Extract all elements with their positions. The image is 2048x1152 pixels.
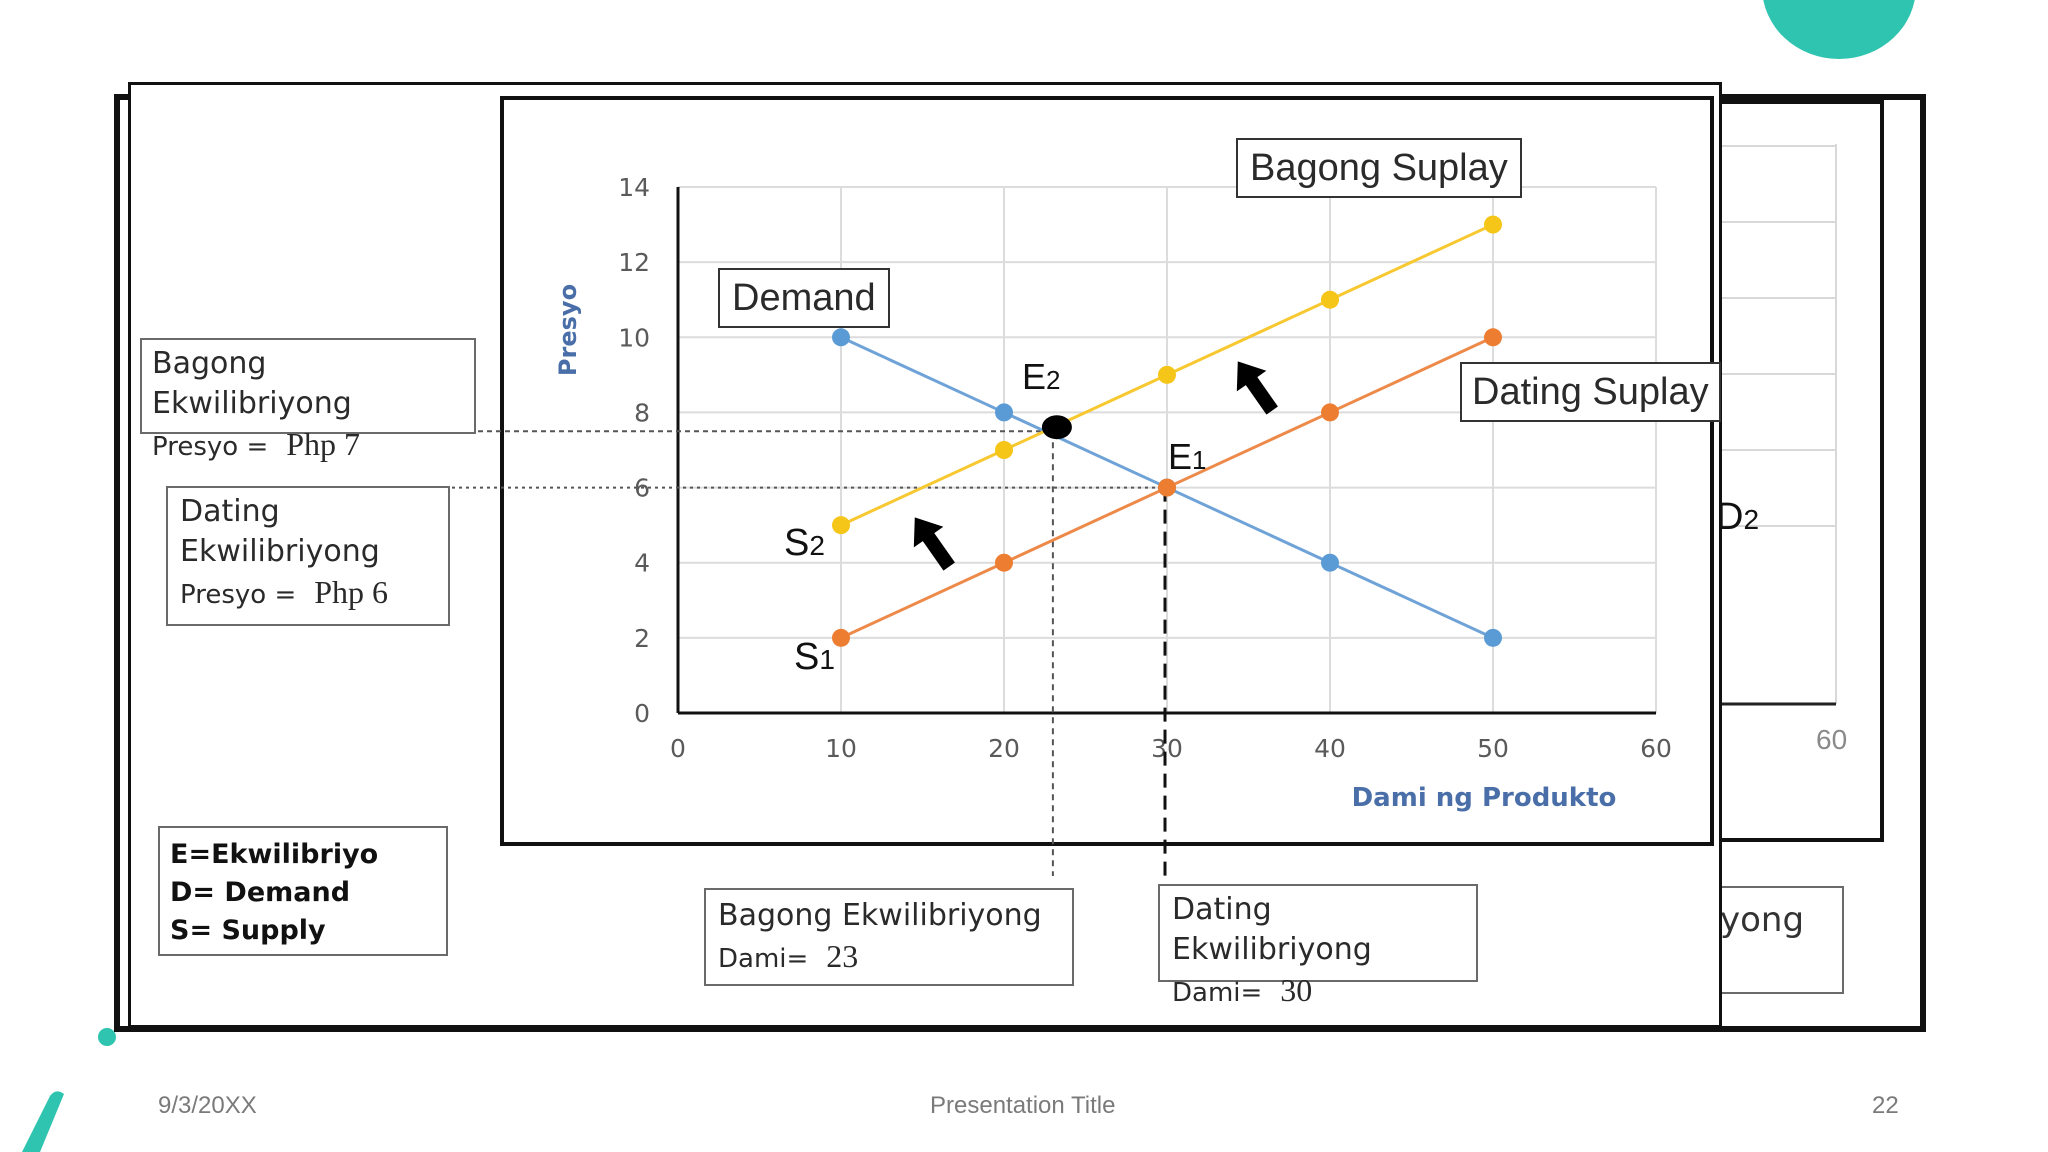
back-chart-tick: 60 (1816, 724, 1848, 755)
demand-label: Demand (718, 268, 890, 328)
dating-presyo-box: Dating Ekwilibriyong Presyo = Php 6 (166, 486, 450, 626)
chart-axes (676, 187, 1656, 715)
series-point-2 (995, 441, 1013, 459)
legend-key-box: E=Ekwilibriyo D= Demand S= Supply (158, 826, 448, 956)
series-point-1 (1484, 328, 1502, 347)
back-label-text: yong (1720, 900, 1805, 940)
x-tick-label: 40 (1314, 734, 1346, 763)
footer-page-number: 22 (1872, 1092, 1899, 1119)
dating-dami-box: Dating Ekwilibriyong Dami= 30 (1158, 884, 1478, 1008)
bagong-presyo-box: Bagong Ekwilibriyong Presyo = Php 7 (140, 338, 476, 462)
shift-arrows (913, 361, 1278, 571)
y-tick-label: 0 (634, 699, 650, 728)
x-tick-label: 0 (670, 734, 686, 763)
y-axis-label: Presyo (554, 284, 582, 376)
x-tick-label: 20 (988, 734, 1020, 763)
dating-suplay-label: Dating Suplay (1460, 362, 1721, 422)
shift-arrow-right (1236, 361, 1278, 415)
series-point-2 (1158, 365, 1176, 384)
e1-label: E1 (1168, 436, 1207, 477)
series-point-2 (832, 516, 850, 535)
shift-arrow-right-shape (1236, 361, 1278, 415)
series-point-0 (995, 403, 1013, 422)
back-chart-grid (1720, 144, 1837, 706)
e2-point (1041, 415, 1072, 440)
bagong-dami-box: Bagong Ekwilibriyong Dami= 23 (704, 888, 1074, 986)
x-axis-label: Dami ng Produkto (1352, 783, 1617, 813)
shift-arrow-left-shape (913, 517, 955, 571)
back-label-box: yong (1700, 886, 1844, 994)
series-point-0 (832, 328, 850, 347)
back-frame-inner: 60 D2 (1716, 100, 1884, 842)
x-tick-label: 50 (1477, 734, 1509, 763)
x-tick-label: 60 (1640, 734, 1672, 763)
series-point-0 (1321, 553, 1339, 572)
bagong-suplay-label: Bagong Suplay (1236, 138, 1522, 198)
y-tick-label: 4 (634, 549, 650, 578)
series-point-1 (832, 628, 850, 647)
x-tick-label: 30 (1151, 734, 1183, 763)
y-tick-label: 14 (618, 173, 650, 202)
decorative-teal-dot (98, 1028, 116, 1046)
footer-title: Presentation Title (930, 1092, 1116, 1119)
series-point-1 (1158, 478, 1176, 497)
x-tick-label: 10 (825, 734, 857, 763)
series-point-2 (1484, 215, 1502, 234)
chart-guides (452, 430, 1167, 882)
footer-date: 9/3/20XX (158, 1092, 257, 1119)
chart-series (832, 215, 1502, 647)
s1-label: S1 (794, 636, 835, 678)
series-point-0 (1484, 628, 1502, 647)
e2-label: E2 (1022, 356, 1061, 397)
decorative-teal-slash (22, 1091, 64, 1152)
y-tick-label: 8 (634, 398, 650, 427)
series-point-2 (1321, 290, 1339, 309)
series-point-1 (995, 553, 1013, 572)
chart-grid (677, 186, 1657, 714)
y-tick-label: 10 (618, 323, 650, 352)
shift-arrow-left (913, 517, 955, 571)
s2-label: S2 (784, 522, 825, 564)
y-tick-label: 12 (618, 248, 650, 277)
chart-panel (500, 96, 1714, 846)
y-tick-label: 2 (634, 624, 650, 653)
series-point-1 (1321, 403, 1339, 422)
